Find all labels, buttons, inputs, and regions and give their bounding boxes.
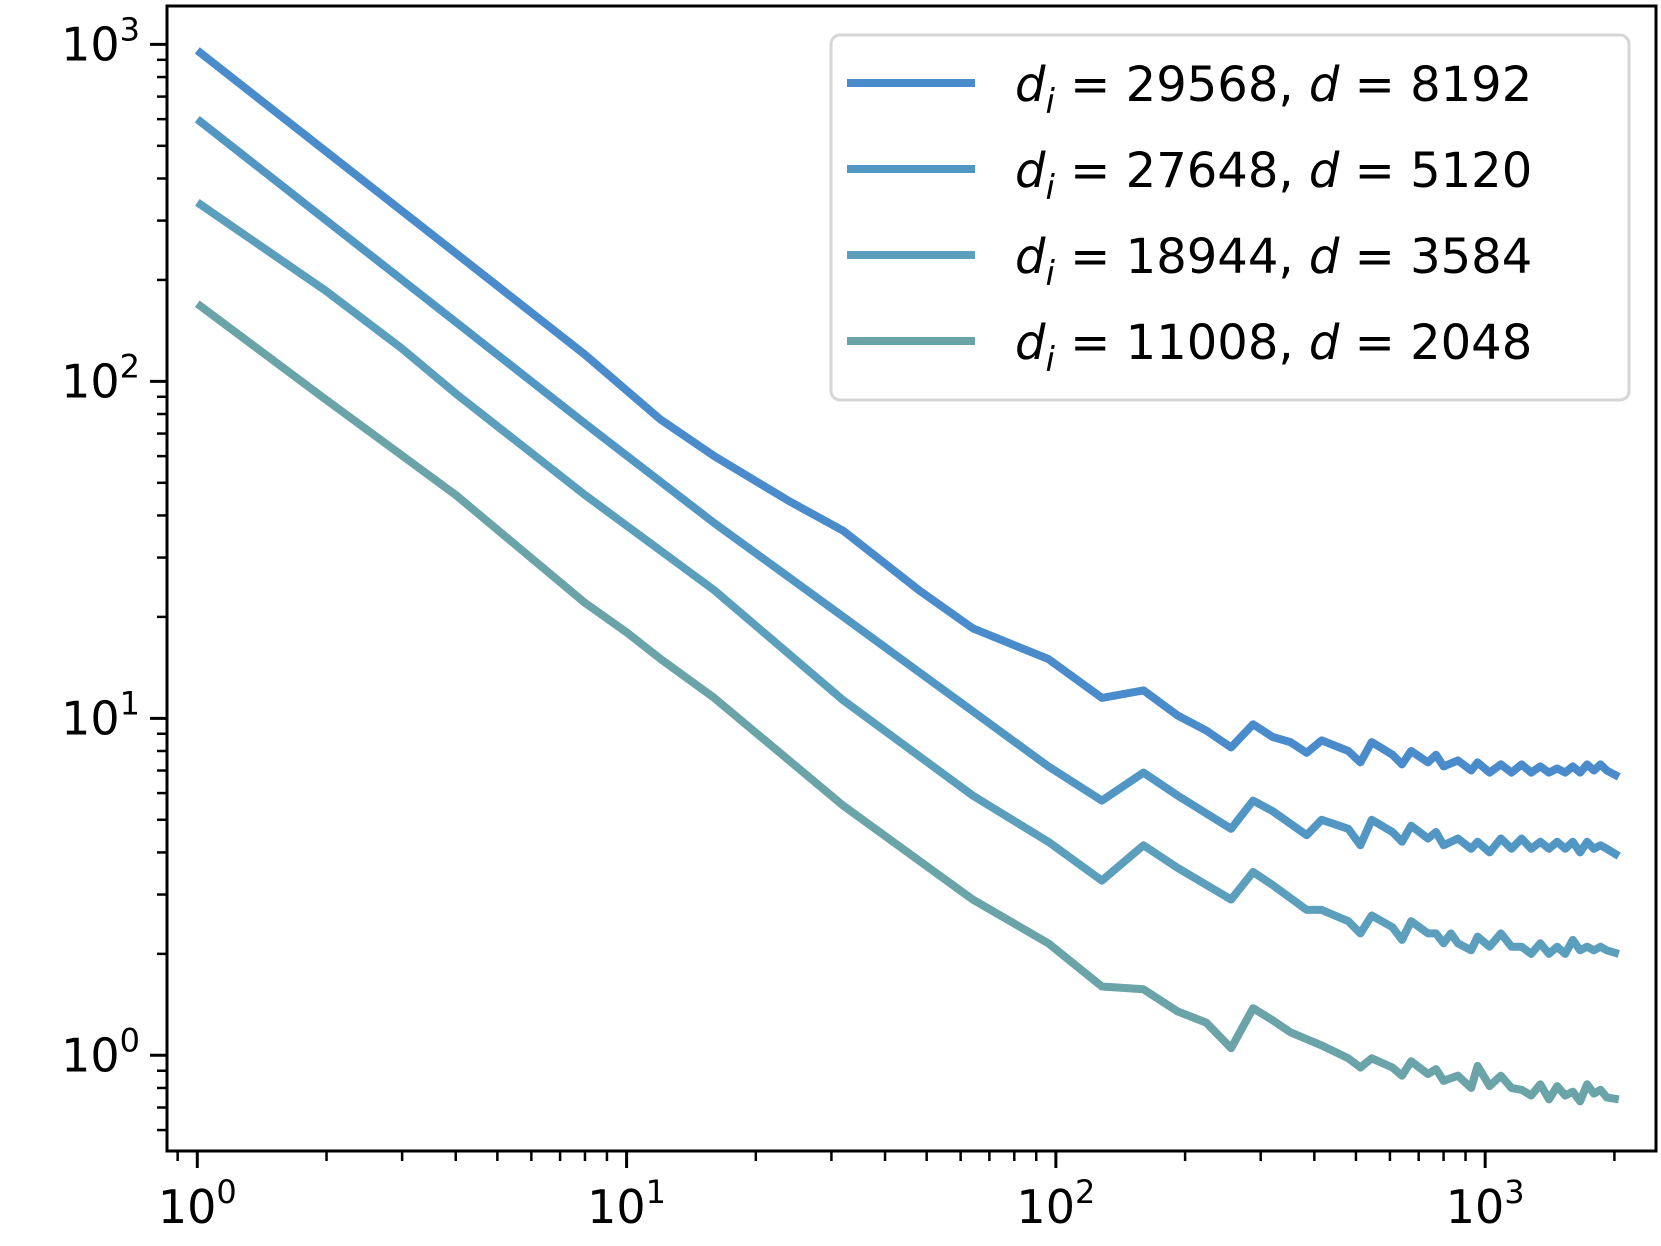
y-axis: 100 101 102 103 bbox=[61, 10, 167, 1132]
series-layer bbox=[194, 47, 1621, 1106]
legend-label: di = 27648, d = 5120 bbox=[1015, 143, 1532, 208]
series-line-2 bbox=[194, 116, 1621, 860]
series-line-1 bbox=[194, 47, 1621, 781]
legend: di = 29568, d = 8192 di = 27648, d = 5120… bbox=[829, 33, 1631, 402]
y-tick-label: 103 bbox=[61, 10, 140, 71]
legend-label: di = 11008, d = 2048 bbox=[1015, 315, 1532, 380]
series-line-4 bbox=[194, 300, 1620, 1106]
x-tick-label: 103 bbox=[1446, 1173, 1525, 1234]
series-line-3 bbox=[195, 199, 1620, 958]
x-tick-label: 102 bbox=[1016, 1173, 1095, 1234]
x-tick-label: 101 bbox=[587, 1173, 666, 1234]
x-tick-label: 100 bbox=[158, 1173, 237, 1234]
legend-label: di = 29568, d = 8192 bbox=[1015, 57, 1532, 122]
y-tick-label: 102 bbox=[61, 347, 140, 408]
plot-frame bbox=[165, 4, 1658, 1153]
y-tick-label: 101 bbox=[61, 684, 140, 745]
x-axis: 100 101 102 103 bbox=[158, 1151, 1616, 1234]
legend-label: di = 18944, d = 3584 bbox=[1015, 229, 1532, 294]
y-tick-label: 100 bbox=[61, 1021, 140, 1082]
legend-box bbox=[829, 33, 1631, 402]
